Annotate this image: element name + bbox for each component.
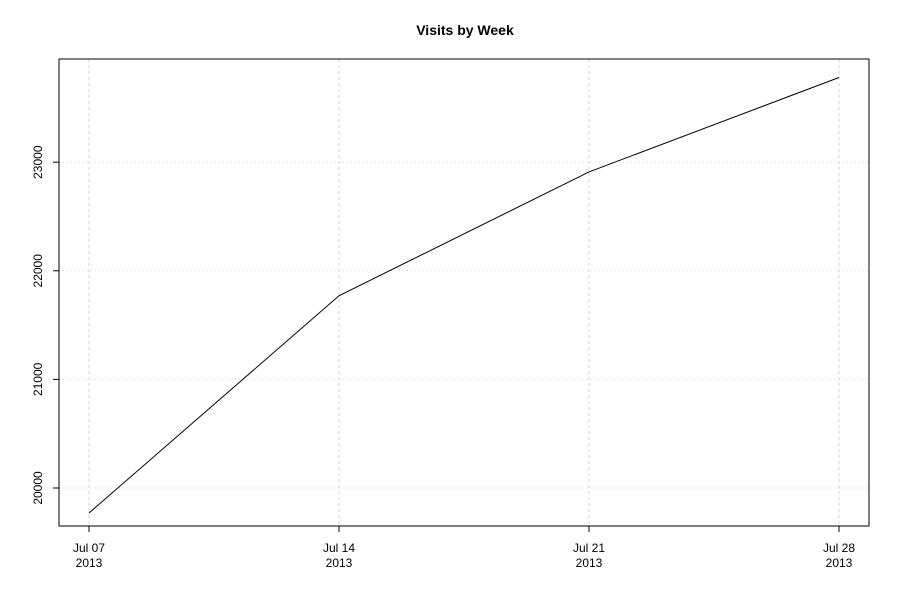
x-tick-label: Jul 28 <box>823 541 855 555</box>
x-tick-label: Jul 21 <box>573 541 605 555</box>
x-tick-label: Jul 14 <box>323 541 355 555</box>
x-tick-year-label: 2013 <box>326 556 353 570</box>
chart-title: Visits by Week <box>416 22 514 38</box>
plot-frame <box>58 58 870 527</box>
x-tick-year-label: 2013 <box>826 556 853 570</box>
series-line <box>88 77 840 514</box>
x-tick-year-label: 2013 <box>576 556 603 570</box>
grid-layer <box>59 59 869 526</box>
y-tick-label: 22000 <box>31 254 45 288</box>
x-tick-label: Jul 07 <box>73 541 105 555</box>
axis-layer <box>58 58 870 527</box>
x-tick-year-label: 2013 <box>76 556 103 570</box>
series-layer <box>88 77 840 514</box>
y-tick-label: 20000 <box>31 471 45 505</box>
y-tick-label: 21000 <box>31 362 45 396</box>
y-tick-label: 23000 <box>31 145 45 179</box>
y-axis: 20000 21000 22000 23000 <box>31 145 59 505</box>
